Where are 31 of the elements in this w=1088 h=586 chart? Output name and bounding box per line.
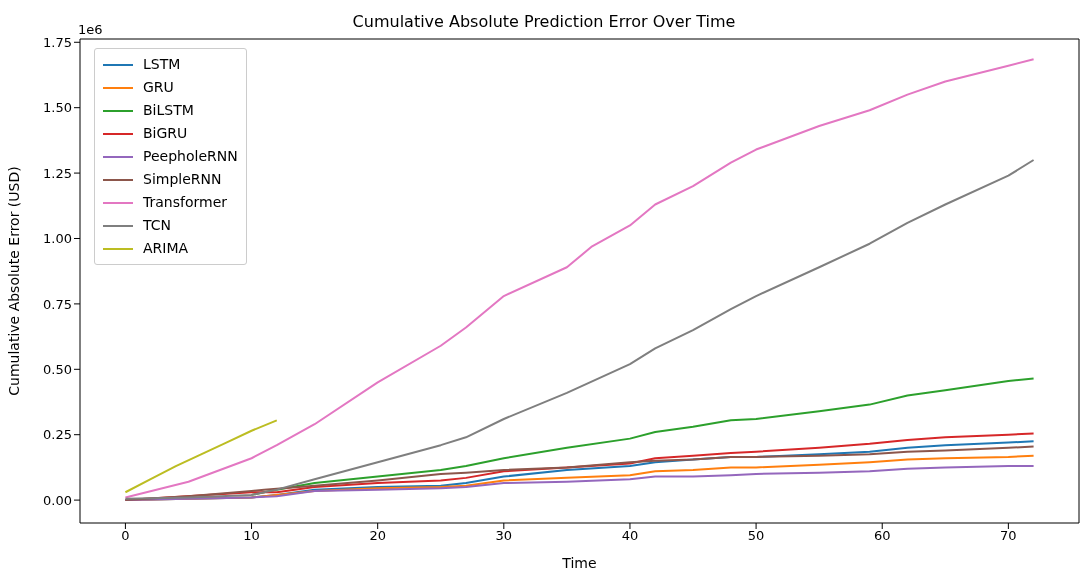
y-tick-label: 0.50 bbox=[43, 361, 72, 377]
y-tick-label: 1.50 bbox=[43, 100, 72, 116]
x-tick-label: 0 bbox=[121, 528, 130, 544]
legend-label: GRU bbox=[143, 78, 174, 97]
legend-label: SimpleRNN bbox=[143, 170, 222, 189]
y-tick-label: 1.25 bbox=[43, 165, 72, 181]
x-tick-label: 50 bbox=[747, 528, 765, 544]
x-tick-label: 60 bbox=[873, 528, 891, 544]
y-axis-title: Cumulative Absolute Error (USD) bbox=[5, 166, 22, 396]
chart-title: Cumulative Absolute Prediction Error Over Time bbox=[352, 12, 736, 31]
legend-label: Transformer bbox=[143, 193, 228, 212]
y-tick-label: 0.25 bbox=[43, 427, 72, 443]
x-tick-label: 70 bbox=[1000, 528, 1017, 544]
text: 1e6 bbox=[78, 22, 103, 37]
legend-label: BiGRU bbox=[143, 124, 188, 143]
legend-label: TCN bbox=[143, 216, 171, 235]
line-series bbox=[124, 58, 1035, 499]
x-tick-label: 10 bbox=[243, 528, 260, 544]
x-axis-title: Time bbox=[561, 555, 597, 571]
y-tick-label: 1.00 bbox=[43, 231, 72, 247]
x-tick-label: 20 bbox=[369, 528, 386, 544]
legend-label: ARIMA bbox=[143, 239, 189, 258]
x-tick-label: 40 bbox=[621, 528, 639, 544]
x-tick-label: 30 bbox=[495, 528, 513, 544]
y-tick-label: 1.75 bbox=[43, 34, 72, 50]
legend-label: PeepholeRNN bbox=[143, 147, 238, 166]
legend-label: BiLSTM bbox=[143, 101, 194, 120]
legend-label: LSTM bbox=[143, 55, 181, 74]
y-tick-label: 0.75 bbox=[43, 296, 72, 312]
line-series bbox=[124, 419, 278, 494]
y-tick-label: 0.00 bbox=[43, 492, 72, 508]
